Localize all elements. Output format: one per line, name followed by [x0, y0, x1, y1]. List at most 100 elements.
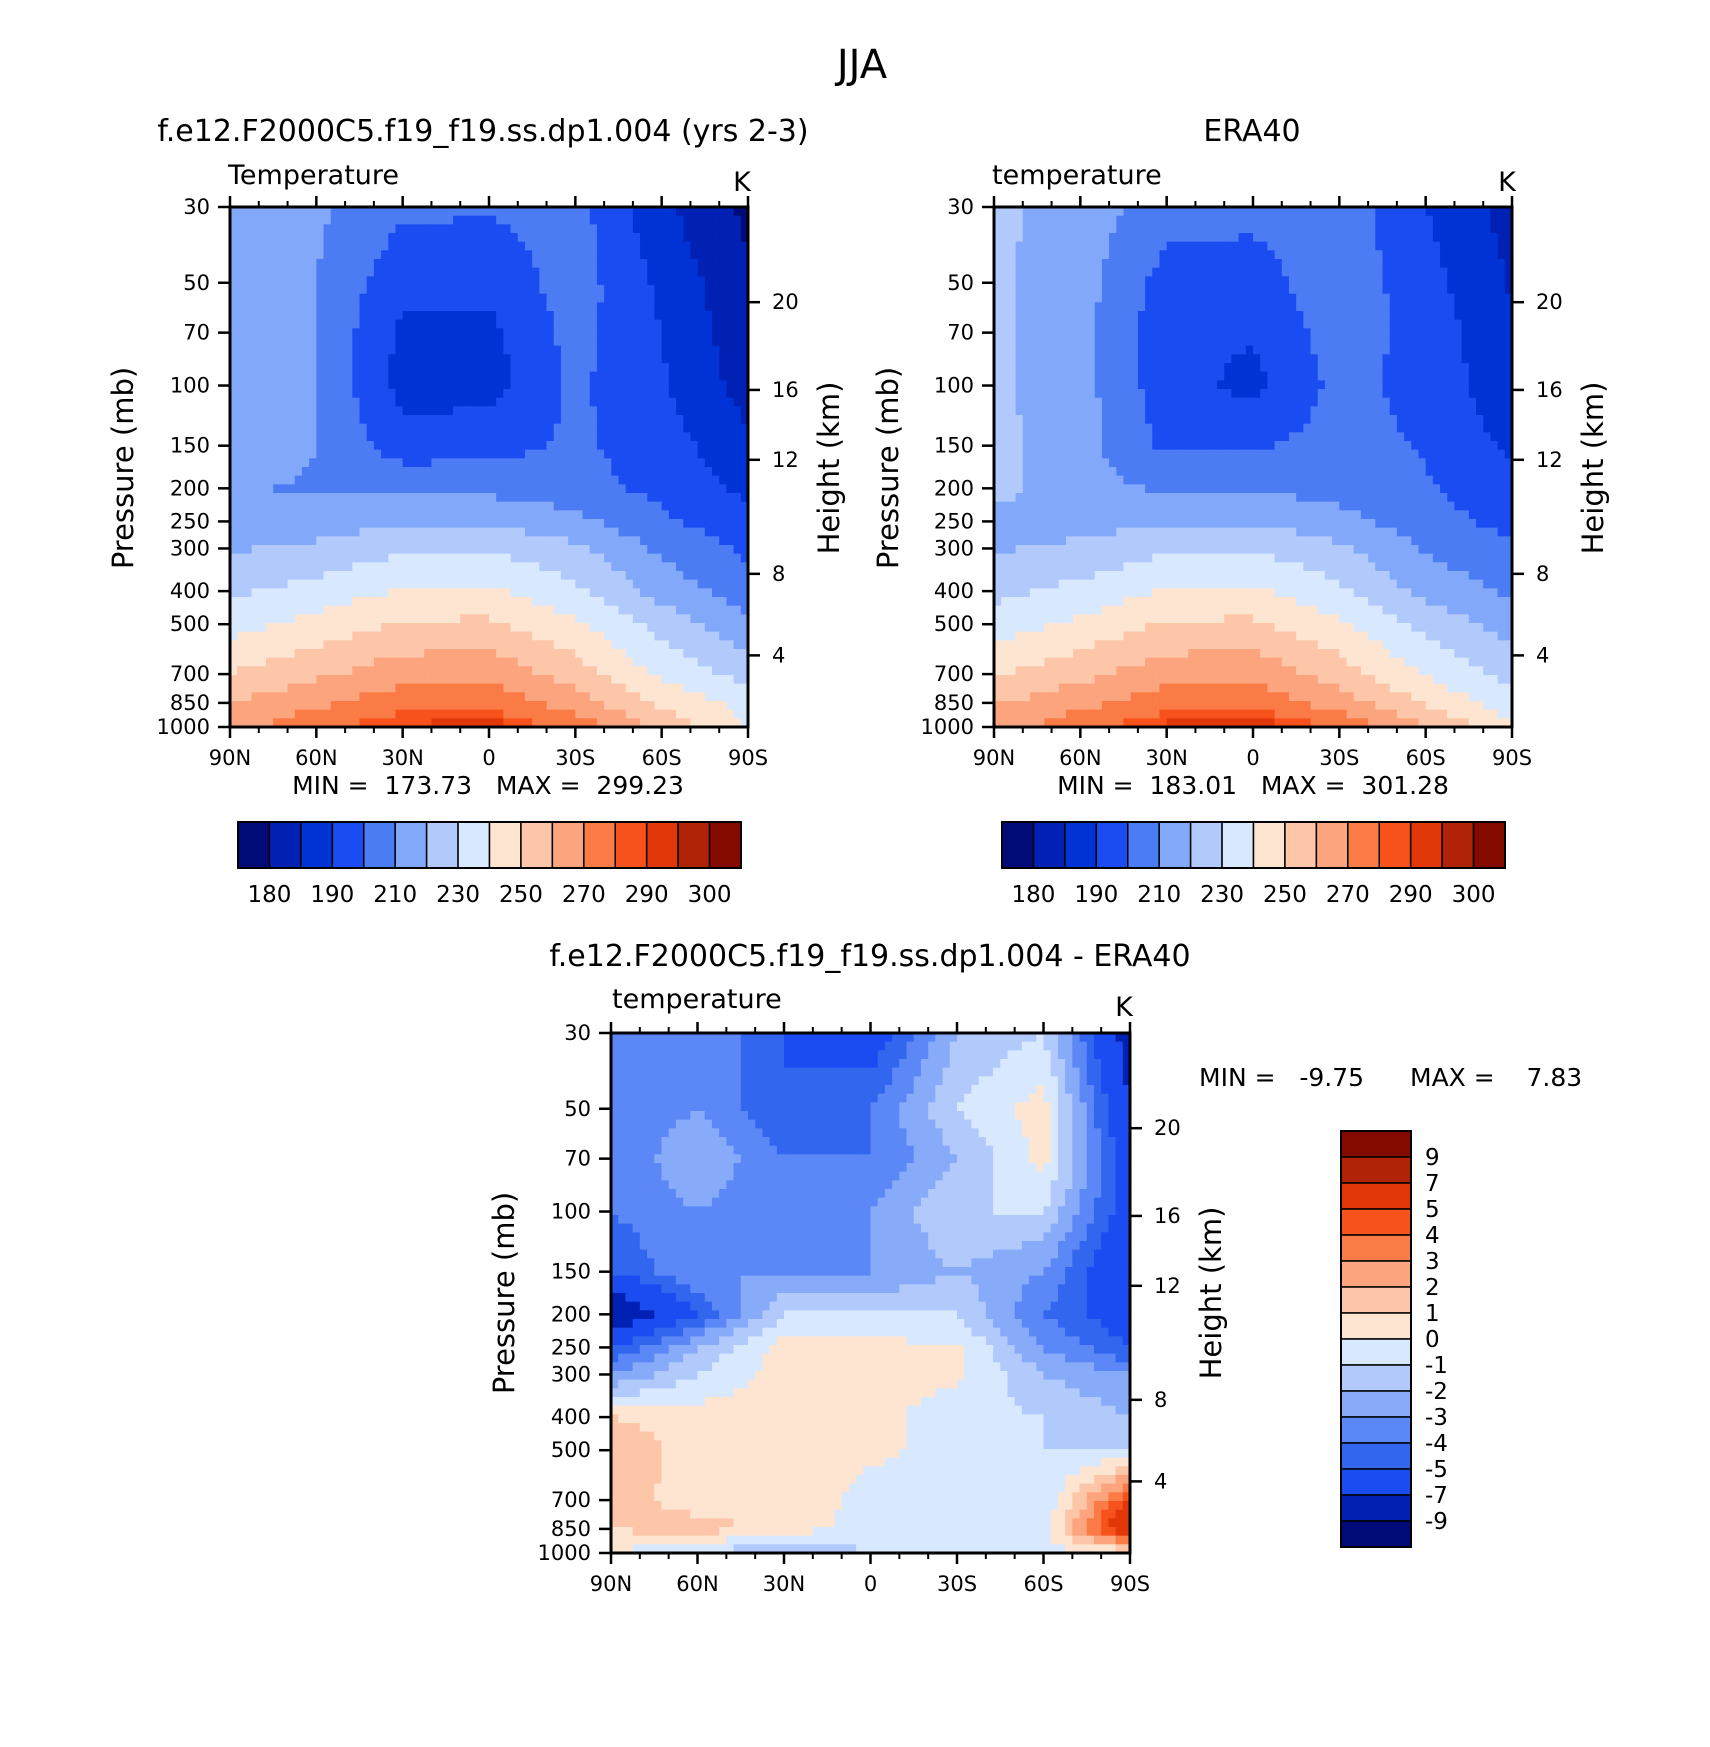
heatmap-cell [395, 293, 404, 303]
heatmap-cell [460, 666, 469, 676]
heatmap-cell [697, 718, 706, 728]
heatmap-cell [668, 640, 677, 650]
heatmap-cell [740, 519, 749, 529]
heatmap-cell [740, 675, 749, 685]
heatmap-cell [474, 675, 483, 685]
heatmap-cell [301, 718, 310, 728]
y-tick-label: 850 [170, 691, 210, 715]
heatmap-cell [532, 319, 540, 329]
heatmap-cell [438, 441, 447, 451]
heatmap-cell [661, 657, 670, 667]
heatmap-cell [1109, 207, 1117, 217]
heatmap-cell [654, 354, 663, 364]
heatmap-cell [424, 241, 433, 251]
heatmap-cell [654, 579, 663, 589]
heatmap-cell [330, 623, 339, 633]
heatmap-cell [553, 406, 562, 416]
heatmap-cell [553, 441, 562, 451]
heatmap-cell [323, 493, 332, 503]
heatmap-cell [625, 536, 634, 546]
heatmap-cell [618, 579, 627, 589]
heatmap-cell [352, 380, 361, 390]
heatmap-cell [546, 631, 555, 641]
heatmap-cell [582, 657, 591, 667]
heatmap-cell [604, 250, 612, 260]
heatmap-cell [589, 215, 598, 225]
heatmap-cell [424, 389, 433, 399]
heatmap-cell [618, 614, 627, 624]
heatmap-cell [496, 259, 504, 269]
heatmap-cell [1404, 224, 1412, 234]
heatmap-cell [546, 302, 555, 312]
heatmap-cell [532, 215, 540, 225]
heatmap-cell [424, 649, 433, 659]
heatmap-cell [726, 371, 735, 381]
heatmap-cell [640, 467, 648, 477]
heatmap-cell [604, 328, 612, 338]
heatmap-cell [345, 371, 353, 381]
heatmap-cell [661, 259, 670, 269]
heatmap-cell [366, 701, 375, 711]
colorbar-swatch [488, 821, 522, 869]
heatmap-cell [230, 319, 238, 329]
heatmap-cell [395, 657, 404, 667]
heatmap-cell [640, 389, 648, 399]
heatmap-cell [661, 571, 670, 581]
heatmap-cell [244, 397, 253, 407]
heatmap-cell [251, 250, 260, 260]
heatmap-cell [496, 571, 504, 581]
heatmap-cell [1447, 250, 1456, 260]
heatmap-cell [431, 345, 440, 355]
heatmap-cell [640, 345, 648, 355]
heatmap-cell [230, 709, 238, 719]
heatmap-cell [661, 527, 670, 537]
heatmap-cell [733, 623, 742, 633]
heatmap-cell [287, 337, 296, 347]
heatmap-cell [1101, 233, 1110, 243]
heatmap-cell [453, 276, 461, 286]
heatmap-cell [280, 363, 289, 373]
heatmap-cell [640, 475, 648, 485]
heatmap-cell [568, 631, 576, 641]
heatmap-cell [323, 553, 332, 563]
heatmap-cell [654, 657, 663, 667]
heatmap-cell [496, 458, 504, 468]
heatmap-cell [417, 224, 425, 234]
heatmap-cell [604, 233, 612, 243]
heatmap-cell [366, 475, 375, 485]
heatmap-cell [560, 631, 569, 641]
heatmap-cell [553, 605, 562, 615]
heatmap-cell [712, 285, 720, 295]
heatmap-cell [690, 233, 699, 243]
heatmap-cell [560, 328, 569, 338]
heatmap-cell [1217, 259, 1225, 269]
heatmap-cell [994, 224, 1002, 234]
heatmap-cell [230, 207, 238, 217]
heatmap-cell [294, 484, 303, 494]
heatmap-cell [287, 224, 296, 234]
heatmap-cell [481, 293, 490, 303]
heatmap-cell [1195, 215, 1204, 225]
heatmap-cell [740, 649, 749, 659]
heatmap-cell [994, 259, 1002, 269]
heatmap-cell [438, 259, 447, 269]
heatmap-cell [553, 536, 562, 546]
heatmap-cell [280, 579, 289, 589]
colorbar-label: 180 [247, 882, 291, 908]
heatmap-cell [460, 423, 469, 433]
heatmap-cell [402, 441, 411, 451]
heatmap-cell [1296, 250, 1304, 260]
heatmap-cell [258, 709, 267, 719]
heatmap-cell [661, 337, 670, 347]
heatmap-cell [373, 458, 382, 468]
heatmap-cell [589, 276, 598, 286]
heatmap-cell [323, 588, 332, 598]
heatmap-cell [733, 354, 742, 364]
heatmap-cell [1022, 215, 1031, 225]
heatmap-cell [496, 553, 504, 563]
heatmap-cell [395, 432, 404, 442]
heatmap-cell [568, 259, 576, 269]
heatmap-cell [258, 501, 267, 511]
heatmap-cell [676, 579, 684, 589]
heatmap-cell [294, 631, 303, 641]
